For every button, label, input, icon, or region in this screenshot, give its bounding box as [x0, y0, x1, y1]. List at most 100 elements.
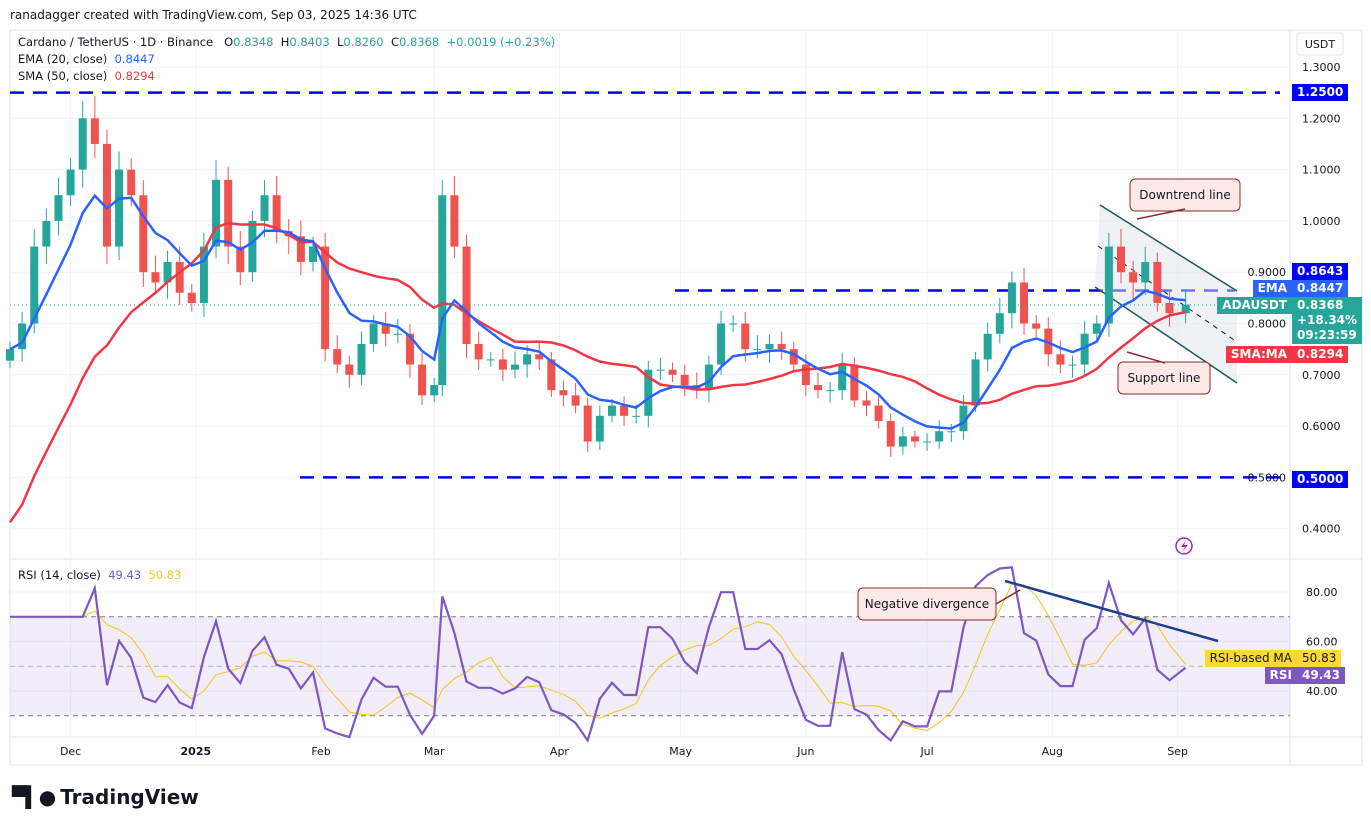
candle-body — [898, 436, 907, 447]
rsi-name-tag: RSI — [1264, 667, 1297, 684]
time-axis[interactable]: Dec 2025 Feb Mar Apr May Jun Jul Aug Sep — [60, 745, 1188, 758]
candle-body — [151, 272, 160, 283]
candle-body — [729, 323, 738, 325]
candle-body — [947, 431, 956, 433]
candle-body — [620, 405, 629, 416]
currency-button[interactable] — [1296, 32, 1344, 56]
candle-body — [704, 364, 713, 391]
price-axis[interactable]: 1.3000 1.2000 1.1000 1.0000 0.9000 0.8000 0.70… — [1248, 61, 1341, 536]
candle-body — [547, 359, 556, 391]
high-label: H — [280, 35, 290, 49]
candle-body — [357, 344, 366, 375]
candle-body — [523, 354, 532, 365]
time-tick: Jul — [919, 745, 933, 758]
price-tick: 0.9000 — [1248, 266, 1287, 279]
candle-body — [272, 195, 281, 232]
divergence-annotation[interactable]: Negative divergence — [857, 587, 1021, 621]
lightning-icon[interactable] — [1175, 537, 1193, 555]
candle-body — [910, 436, 919, 442]
sma-name-tag: SMA:MA — [1225, 346, 1292, 363]
time-tick: Sep — [1167, 745, 1188, 758]
rsi-tick: 60.00 — [1306, 636, 1338, 649]
candle-body — [535, 354, 544, 360]
candle-body — [789, 349, 798, 365]
tradingview-logo[interactable]: ▀▍● TradingView — [12, 785, 199, 809]
close-label: C — [390, 35, 399, 49]
chart-frame — [9, 29, 1363, 766]
candle-body — [1032, 323, 1041, 329]
candle-body — [607, 405, 616, 416]
rsi-tick: 40.00 — [1306, 685, 1338, 698]
level-bottom-tag: 0.5000 — [1292, 471, 1349, 488]
candle-body — [971, 359, 980, 406]
candle-body — [405, 333, 414, 365]
chart-credit: ranadagger created with TradingView.com,… — [10, 8, 417, 22]
candle-body — [438, 195, 447, 386]
candle-body — [935, 431, 944, 442]
divergence-label: Negative divergence — [865, 597, 989, 611]
low-label: L — [336, 35, 344, 49]
candle-body — [1056, 354, 1065, 365]
price-tick: 0.4000 — [1302, 523, 1341, 536]
candle-body — [345, 364, 354, 375]
brand-name: TradingView — [60, 785, 199, 809]
candle-body — [212, 179, 221, 247]
candle-body — [418, 364, 427, 396]
candle-body — [248, 220, 257, 273]
time-tick: Jun — [796, 745, 814, 758]
downtrend-line[interactable] — [1099, 204, 1238, 292]
rsi-tick: 80.00 — [1306, 586, 1338, 599]
candle-body — [559, 390, 568, 396]
candle-body — [680, 374, 689, 386]
descending-channel[interactable] — [1094, 204, 1238, 384]
sma-legend[interactable]: SMA (50, close) 0.8294 — [18, 69, 155, 83]
candle-body — [224, 179, 233, 247]
open-value: 0.8348 — [233, 35, 274, 49]
candle-body — [369, 323, 378, 345]
symbol-legend[interactable]: Cardano / TetherUS · 1D · Binance O0.834… — [18, 35, 555, 49]
candle-body — [486, 359, 495, 361]
channel-midline — [1097, 245, 1238, 343]
candle-body — [838, 364, 847, 391]
candle-body — [717, 323, 726, 365]
level-top-tag: 1.2500 — [1292, 84, 1349, 101]
rsi-legend[interactable]: RSI (14, close) 49.43 50.83 — [18, 568, 181, 582]
ema-line[interactable] — [9, 193, 1186, 430]
rsi-axis[interactable]: 80.00 60.00 40.00 — [1306, 586, 1338, 698]
price-tag: 0.8368 +18.34% 09:23:59 — [1292, 297, 1363, 344]
candle-body — [260, 195, 269, 221]
rsi-trend-line[interactable] — [1004, 579, 1219, 643]
support-line[interactable] — [1094, 286, 1238, 384]
rsi-line[interactable] — [10, 566, 1187, 744]
candle-body — [1129, 272, 1138, 283]
ema-value: 0.8447 — [114, 52, 155, 66]
candle-body — [765, 344, 774, 350]
ema-label: EMA (20, close) — [18, 52, 108, 66]
candle-body — [656, 369, 665, 371]
candle-body — [801, 364, 810, 386]
candle-body — [127, 169, 136, 196]
sma-value: 0.8294 — [114, 69, 155, 83]
candle-body — [450, 195, 459, 247]
candle-body — [66, 169, 75, 196]
candle-body — [1092, 323, 1101, 334]
symbol-name: Cardano / TetherUS · 1D · Binance — [18, 35, 214, 49]
downtrend-annotation[interactable]: Downtrend line — [1129, 178, 1241, 220]
price-tick: 1.2000 — [1302, 112, 1341, 125]
candle-body — [741, 323, 750, 350]
candle-body — [1104, 246, 1113, 324]
support-label: Support line — [1128, 371, 1201, 385]
countdown-value: 09:23:59 — [1297, 328, 1357, 342]
candle-body — [959, 405, 968, 432]
sma-line[interactable] — [8, 221, 1186, 524]
time-tick: 2025 — [181, 745, 212, 758]
level-high-tag: 0.8643 — [1292, 263, 1349, 280]
candle-body — [814, 385, 822, 391]
support-annotation[interactable]: Support line — [1117, 351, 1211, 395]
candle-body — [995, 313, 1004, 334]
candle-body — [1117, 246, 1125, 273]
price-value: 0.8368 — [1297, 298, 1344, 312]
candle-body — [30, 246, 39, 324]
ema-legend[interactable]: EMA (20, close) 0.8447 — [18, 52, 155, 66]
